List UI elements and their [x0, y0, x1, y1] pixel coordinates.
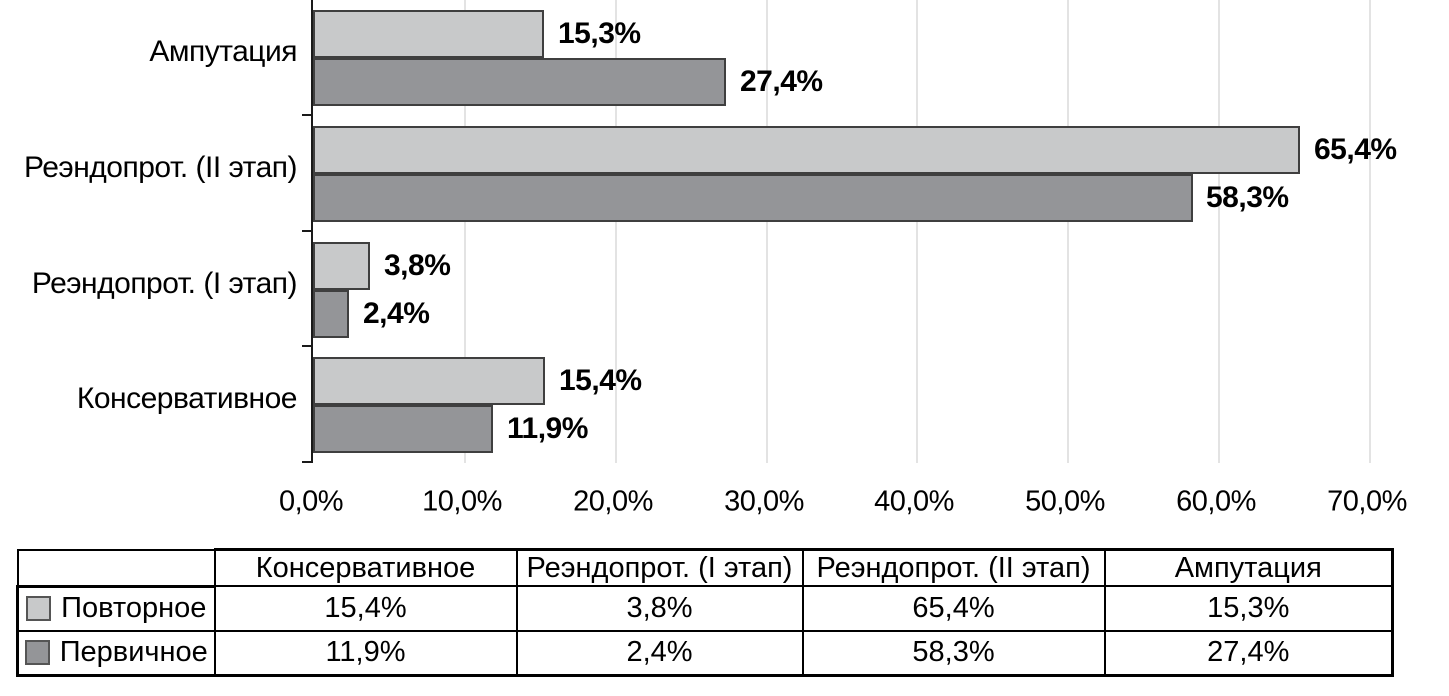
category-label: Реэндопрот. (I этап): [31, 267, 298, 300]
table-header: Консервативное Реэндопрот. (I этап) Реэндо…: [16, 548, 1394, 587]
bar-value-label: 65,4%: [1314, 133, 1397, 166]
y-axis-tick: [302, 114, 313, 116]
table-row: Повторное 15,4% 3,8% 65,4% 15,3%: [16, 584, 1394, 632]
bar-value-label: 3,8%: [384, 249, 451, 282]
table-row: Первичное 11,9% 2,4% 58,3% 27,4%: [16, 629, 1394, 677]
bar-первичное-1: [313, 58, 727, 106]
value-cell: 58,3%: [801, 629, 1106, 677]
x-axis-tick-label: 60,0%: [1176, 485, 1256, 518]
legend-cell: Первичное: [16, 629, 216, 677]
bar-повторное-2: [313, 126, 1300, 174]
gridline: [463, 0, 466, 463]
column-header: Реэндопрот. (II этап): [801, 548, 1106, 587]
value-cell: 27,4%: [1103, 629, 1394, 677]
y-axis-tick: [302, 230, 313, 232]
legend-cell: Повторное: [16, 584, 216, 632]
bar-первичное-3: [313, 290, 350, 338]
gridline: [1067, 0, 1070, 463]
legend-label: Повторное: [61, 592, 207, 624]
gridline: [1369, 0, 1371, 463]
value-cell: 65,4%: [801, 585, 1106, 632]
bar-повторное-3: [313, 242, 371, 290]
category-label: Ампутация: [149, 35, 297, 68]
bar-value-label: 11,9%: [507, 412, 588, 445]
column-header: Консервативное: [213, 548, 518, 587]
plot-area: 15,3% 27,4% 65,4% 58,3% 3,8% 2,4% 15,4% 11,9%: [302, 0, 1397, 463]
x-axis-tick-label: 40,0%: [874, 485, 954, 518]
value-cell: 15,4%: [213, 585, 518, 632]
gridline: [916, 0, 919, 463]
y-axis-tick: [302, 345, 313, 347]
value-cell: 11,9%: [213, 629, 518, 677]
data-table: Консервативное Реэндопрот. (I этап) Реэндо…: [16, 548, 1394, 677]
value-cell: 15,3%: [1103, 585, 1394, 632]
bar-chart: 15,3% 27,4% 65,4% 58,3% 3,8% 2,4% 15,4% 11,9% А…: [24, 0, 1407, 518]
value-cell: 2,4%: [515, 629, 804, 677]
gridline: [614, 0, 617, 463]
x-axis-tick-label: 70,0%: [1327, 485, 1407, 518]
gridline: [1218, 0, 1221, 463]
table-corner-cell: [16, 548, 216, 587]
bar-value-label: 15,4%: [559, 364, 642, 397]
x-axis-tick-label: 20,0%: [573, 485, 653, 518]
bar-value-label: 15,3%: [558, 17, 641, 50]
value-cell: 3,8%: [515, 585, 804, 632]
bar-первичное-2: [313, 174, 1193, 222]
column-header: Ампутация: [1103, 548, 1394, 587]
legend-swatch: [26, 596, 52, 621]
bar-value-label: 58,3%: [1206, 181, 1289, 214]
bar-value-label: 2,4%: [363, 297, 430, 330]
x-axis-tick-label: 30,0%: [724, 485, 804, 518]
category-label: Реэндопрот. (II этап): [24, 151, 297, 184]
bar-value-label: 27,4%: [740, 65, 823, 98]
category-label: Консервативное: [76, 382, 298, 415]
legend-label: Первичное: [59, 636, 208, 668]
column-header: Реэндопрот. (I этап): [515, 548, 804, 587]
bar-повторное-4: [313, 357, 546, 405]
x-axis-tick-label: 0,0%: [278, 485, 344, 518]
table-body: Повторное 15,4% 3,8% 65,4% 15,3% Первичное 11,…: [16, 584, 1394, 677]
bar-первичное-4: [313, 405, 493, 453]
bar-повторное-1: [313, 10, 544, 58]
gridline: [765, 0, 768, 463]
legend-swatch: [24, 640, 50, 665]
table-header-row: Консервативное Реэндопрот. (I этап) Реэндо…: [16, 548, 1394, 587]
y-axis-tick: [302, 461, 313, 463]
x-axis-tick-label: 50,0%: [1025, 485, 1105, 518]
x-axis-tick-label: 10,0%: [422, 485, 502, 518]
